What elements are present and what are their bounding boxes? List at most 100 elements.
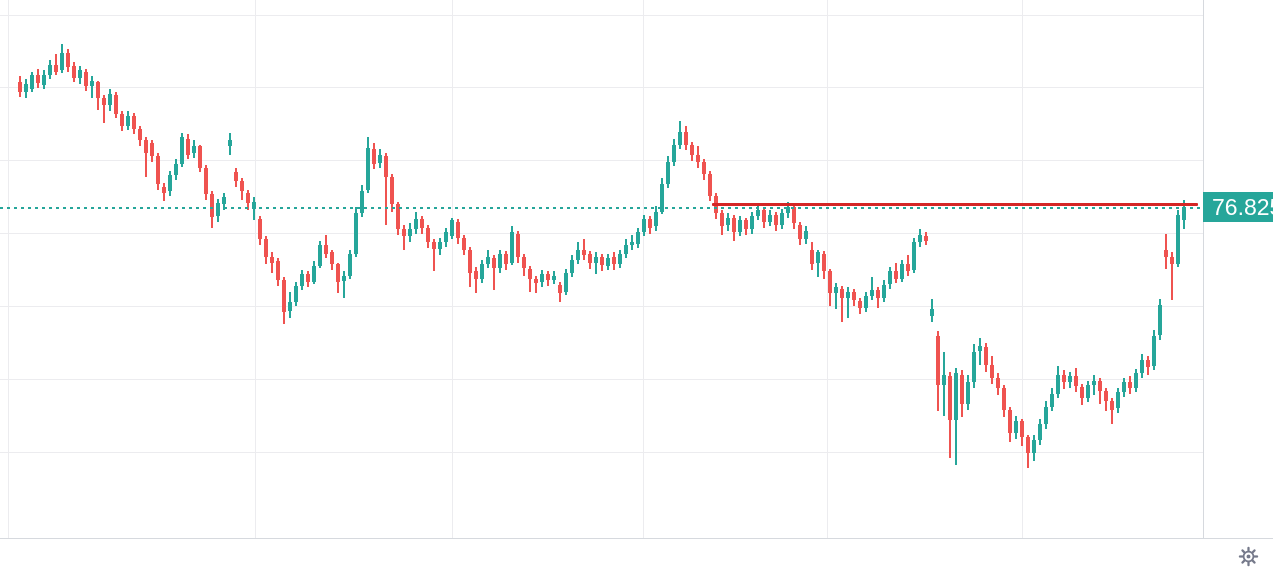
candle-body	[888, 271, 892, 285]
candle-wick	[1111, 398, 1113, 425]
candle-body	[702, 162, 706, 174]
candle-body	[96, 82, 100, 98]
candle-body	[312, 265, 316, 282]
candle-body	[780, 213, 784, 225]
candle-body	[612, 256, 616, 265]
candle-wick	[91, 76, 93, 99]
candle-body	[834, 287, 838, 294]
candle-body	[198, 146, 202, 168]
candle-body	[468, 249, 472, 273]
candle-body	[966, 382, 970, 404]
candle-wick	[433, 239, 435, 272]
candle-body	[960, 374, 964, 404]
candle-body	[1182, 206, 1186, 221]
candle-body	[1170, 256, 1174, 265]
candle-body	[840, 288, 844, 298]
candle-body	[546, 274, 550, 281]
candle-body	[654, 211, 658, 227]
candle-body	[462, 237, 466, 250]
candle-body	[792, 207, 796, 224]
candle-body	[1116, 392, 1120, 409]
gridline-horizontal	[0, 306, 1203, 307]
candle-body	[990, 364, 994, 378]
candle-wick	[343, 271, 345, 298]
candle-body	[1020, 421, 1024, 438]
gridline-vertical	[8, 0, 9, 538]
candle-body	[438, 242, 442, 250]
candle-body	[882, 284, 886, 298]
candle-body	[486, 256, 490, 265]
candle-body	[396, 204, 400, 230]
candle-wick	[535, 275, 537, 294]
candle-body	[120, 114, 124, 126]
time-axis[interactable]: SepNov2025MarMay	[0, 538, 1273, 576]
candle-body	[522, 256, 526, 269]
candle-body	[1080, 386, 1084, 399]
candle-body	[372, 149, 376, 164]
candle-body	[1134, 373, 1138, 388]
candle-wick	[1171, 252, 1173, 301]
candle-body	[630, 242, 634, 246]
horizontal-ray-drawing[interactable]	[712, 203, 1198, 206]
candle-body	[276, 261, 280, 281]
candle-body	[492, 258, 496, 269]
candle-wick	[493, 255, 495, 291]
candle-wick	[1099, 377, 1101, 404]
candle-body	[252, 201, 256, 209]
candle-wick	[403, 224, 405, 250]
candle-body	[168, 175, 172, 192]
gridline-vertical	[255, 0, 256, 538]
candle-body	[846, 291, 850, 298]
candle-body	[210, 194, 214, 218]
candle-body	[36, 74, 40, 84]
candle-body	[690, 144, 694, 155]
candle-body	[1164, 249, 1168, 257]
candle-body	[330, 252, 334, 265]
candle-body	[1032, 440, 1036, 454]
candle-body	[42, 74, 46, 85]
candle-body	[768, 214, 772, 222]
candle-body	[570, 259, 574, 273]
gear-icon	[1238, 546, 1259, 567]
candle-body	[66, 52, 70, 68]
last-price-dotted-line	[0, 207, 1203, 209]
candle-body	[90, 80, 94, 87]
candle-body	[1026, 437, 1030, 454]
candle-body	[216, 202, 220, 216]
candle-body	[474, 271, 478, 279]
candle-body	[858, 300, 862, 308]
candle-body	[1044, 406, 1048, 425]
candle-body	[132, 115, 136, 129]
candle-body	[924, 236, 928, 241]
candle-body	[408, 229, 412, 237]
candle-body	[948, 376, 952, 420]
candle-body	[294, 285, 298, 302]
candle-body	[912, 242, 916, 270]
candle-body	[186, 138, 190, 155]
candle-body	[1068, 376, 1072, 383]
candle-body	[24, 83, 28, 93]
candle-body	[774, 214, 778, 225]
gridline-horizontal	[0, 233, 1203, 234]
candle-body	[1104, 390, 1108, 401]
candle-body	[1092, 380, 1096, 385]
candle-body	[228, 140, 232, 147]
price-axis[interactable]: 90858075706560	[1203, 0, 1273, 538]
candle-body	[378, 154, 382, 164]
candle-body	[84, 71, 88, 87]
candle-body	[60, 52, 64, 71]
settings-gear-icon[interactable]	[1238, 546, 1259, 567]
candle-body	[432, 242, 436, 250]
candle-body	[762, 210, 766, 222]
candle-body	[756, 210, 760, 216]
candle-body	[918, 235, 922, 243]
candle-body	[318, 245, 322, 266]
candle-body	[480, 264, 484, 279]
candle-body	[426, 227, 430, 243]
candle-body	[876, 290, 880, 298]
gridline-horizontal	[0, 15, 1203, 16]
candle-body	[720, 213, 724, 227]
candle-body	[534, 278, 538, 284]
candle-body	[1176, 214, 1180, 265]
